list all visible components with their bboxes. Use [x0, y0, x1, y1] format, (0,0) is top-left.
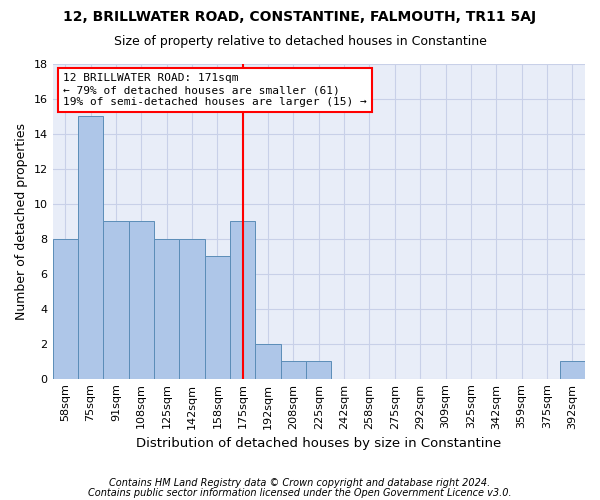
X-axis label: Distribution of detached houses by size in Constantine: Distribution of detached houses by size … — [136, 437, 502, 450]
Text: Contains public sector information licensed under the Open Government Licence v3: Contains public sector information licen… — [88, 488, 512, 498]
Bar — [230, 222, 256, 378]
Bar — [281, 361, 306, 378]
Bar — [53, 239, 78, 378]
Bar — [128, 222, 154, 378]
Text: Size of property relative to detached houses in Constantine: Size of property relative to detached ho… — [113, 35, 487, 48]
Text: Contains HM Land Registry data © Crown copyright and database right 2024.: Contains HM Land Registry data © Crown c… — [109, 478, 491, 488]
Y-axis label: Number of detached properties: Number of detached properties — [15, 123, 28, 320]
Bar — [179, 239, 205, 378]
Text: 12, BRILLWATER ROAD, CONSTANTINE, FALMOUTH, TR11 5AJ: 12, BRILLWATER ROAD, CONSTANTINE, FALMOU… — [64, 10, 536, 24]
Bar — [78, 116, 103, 378]
Bar — [256, 344, 281, 378]
Bar — [103, 222, 128, 378]
Bar — [205, 256, 230, 378]
Bar — [306, 361, 331, 378]
Bar — [154, 239, 179, 378]
Bar — [560, 361, 585, 378]
Text: 12 BRILLWATER ROAD: 171sqm
← 79% of detached houses are smaller (61)
19% of semi: 12 BRILLWATER ROAD: 171sqm ← 79% of deta… — [63, 74, 367, 106]
